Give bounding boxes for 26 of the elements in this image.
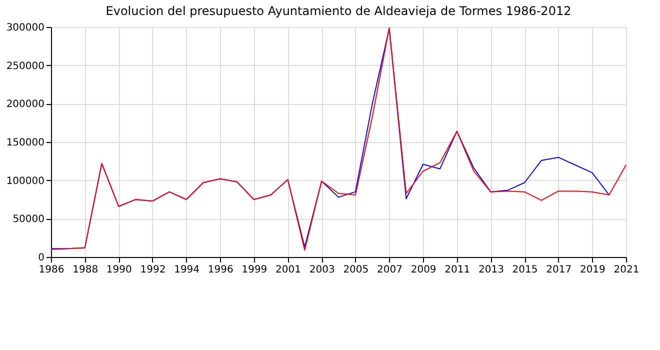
y-tick-label: 250000: [6, 60, 44, 72]
x-tick-label: 2003: [309, 264, 335, 276]
y-tick-label: 200000: [6, 99, 44, 110]
x-tick-label: 1986: [38, 264, 64, 276]
x-tick-label: 2009: [410, 264, 436, 276]
y-tick-label: 300000: [6, 22, 44, 34]
x-tick-label: 2007: [377, 264, 402, 276]
x-tick-label: 2005: [343, 264, 369, 276]
x-tick-label: 1999: [242, 264, 268, 276]
x-tick-label: 2017: [546, 264, 572, 276]
x-tick-label: 2015: [512, 264, 538, 276]
chart-title: Evolucion del presupuesto Ayuntamiento de Aldeavieja de Tormes 1986-2012: [106, 4, 572, 18]
x-tick-label: 1994: [174, 264, 200, 276]
x-tick-label: 2021: [614, 264, 640, 276]
x-tick-label: 2001: [276, 264, 301, 276]
x-tick-label: 1992: [140, 264, 166, 276]
y-tick-label: 50000: [12, 214, 44, 226]
x-tick-label: 1988: [72, 264, 98, 276]
x-tick-label: 1990: [106, 264, 132, 276]
y-tick-label: 0: [38, 252, 44, 264]
x-tick-label: 2013: [478, 264, 504, 276]
x-tick-label: 2019: [580, 264, 606, 276]
x-tick-label: 2011: [444, 264, 470, 276]
x-tick-label: 1996: [208, 264, 234, 276]
y-tick-label: 100000: [6, 176, 44, 187]
y-tick-label: 150000: [6, 138, 44, 148]
